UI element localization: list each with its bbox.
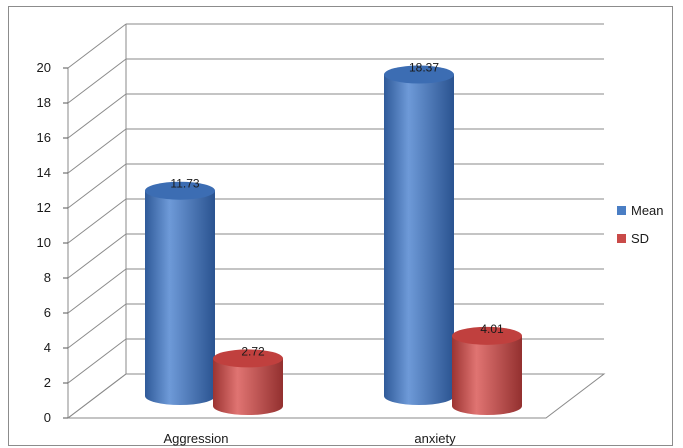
y-tick-label: 6 (44, 305, 51, 320)
bar-top (452, 326, 522, 345)
side-gridline (67, 93, 127, 139)
data-label: 4.01 (480, 322, 504, 336)
gridlines (63, 23, 604, 419)
y-tick-label: 2 (44, 375, 51, 390)
x-category-label: Aggression (163, 431, 228, 446)
legend: Mean SD (617, 203, 664, 246)
data-labels: 11.73 2.72 18.37 4.01 (170, 61, 504, 359)
side-gridline (67, 23, 127, 69)
y-axis-ticks: 0 2 4 6 8 10 12 14 16 18 20 (37, 60, 51, 425)
x-axis-categories: Aggression anxiety (163, 431, 456, 446)
data-label: 2.72 (241, 344, 265, 358)
bar-sd-aggression (213, 349, 283, 415)
data-label: 11.73 (170, 177, 199, 191)
side-gridline (67, 338, 127, 384)
bar-mean-anxiety (384, 65, 454, 406)
x-category-label: anxiety (414, 431, 456, 446)
bar-top (145, 181, 215, 200)
data-label: 18.37 (409, 61, 439, 75)
bar-body (145, 190, 215, 405)
bars (145, 65, 522, 415)
y-tick-label: 12 (37, 200, 51, 215)
legend-swatch (617, 234, 626, 243)
side-gridline (67, 198, 127, 244)
side-gridline (67, 268, 127, 314)
bar-body (384, 74, 454, 406)
side-gridline (67, 303, 127, 349)
bar-sd-anxiety (452, 326, 522, 415)
y-tick-label: 4 (44, 340, 51, 355)
bar-body (213, 358, 283, 415)
y-tick-label: 20 (37, 60, 51, 75)
y-tick-label: 14 (37, 165, 51, 180)
y-tick-label: 18 (37, 95, 51, 110)
side-gridline (67, 163, 127, 209)
y-tick-label: 0 (44, 410, 51, 425)
bar-body (452, 335, 522, 415)
legend-swatch (617, 206, 626, 215)
legend-label: SD (631, 231, 649, 246)
side-gridline (67, 128, 127, 174)
y-tick-label: 16 (37, 130, 51, 145)
bar-mean-aggression (145, 181, 215, 405)
side-gridline (67, 58, 127, 104)
y-tick-label: 10 (37, 235, 51, 250)
y-tick-label: 8 (44, 270, 51, 285)
legend-label: Mean (631, 203, 664, 218)
chart-frame (8, 6, 673, 446)
side-gridline (67, 233, 127, 279)
bar-top (384, 65, 454, 84)
side-gridline (67, 373, 127, 419)
bar-top (213, 349, 283, 368)
